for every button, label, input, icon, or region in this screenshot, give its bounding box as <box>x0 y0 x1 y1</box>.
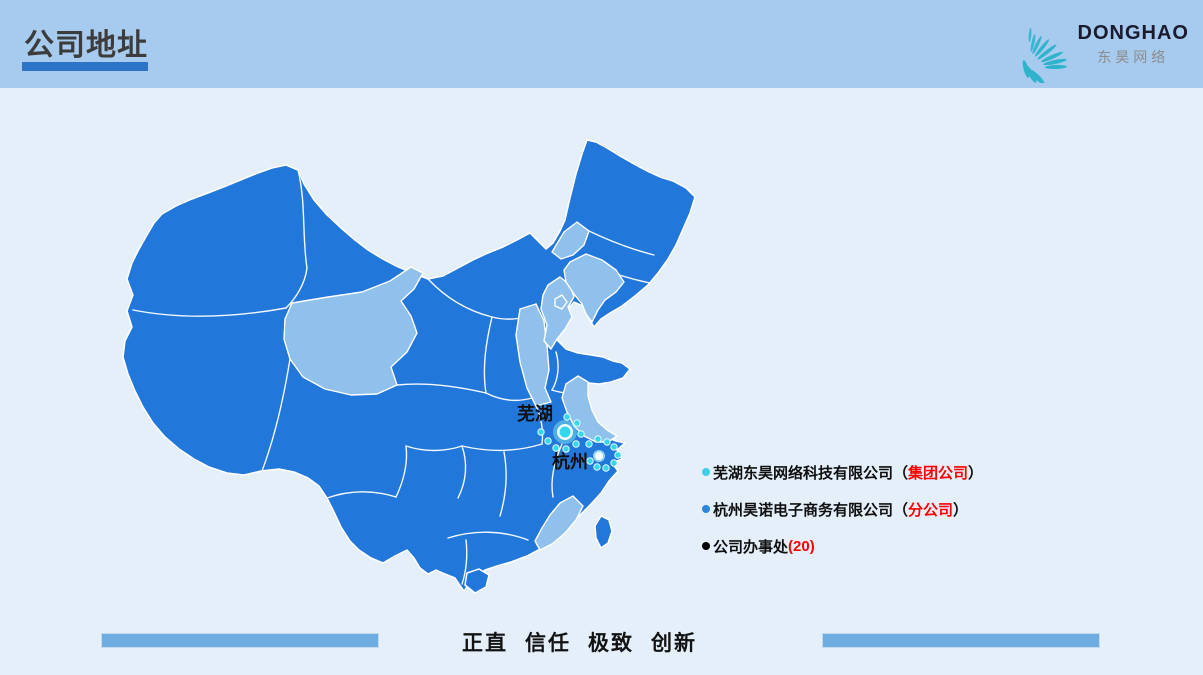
map-legend: 芜湖东昊网络科技有限公司（集团公司） 杭州昊诺电子商务有限公司（分公司） 公司办… <box>702 462 983 573</box>
province-jilin-west <box>551 221 590 260</box>
city-label-hangzhou: 杭州 <box>552 451 588 472</box>
province-fujian <box>534 495 584 551</box>
logo-name: DONGHAO <box>1077 21 1189 44</box>
legend-paren: ） <box>953 501 969 519</box>
legend-label: 杭州昊诺电子商务有限公司 <box>713 501 894 519</box>
legend-dot-cyan <box>702 468 710 476</box>
legend-item-group-company: 芜湖东昊网络科技有限公司（集团公司） <box>702 462 983 482</box>
legend-paren: （ <box>893 501 909 519</box>
legend-dot-black <box>702 542 710 550</box>
motto-word: 极致 <box>588 632 634 655</box>
legend-dot-blue <box>702 505 710 513</box>
taiwan-island <box>594 515 613 549</box>
footer-bar-left <box>102 634 378 647</box>
motto-word: 正直 <box>462 632 508 655</box>
company-motto: 正直 信任 极致 创新 <box>462 627 697 657</box>
legend-item-branch-company: 杭州昊诺电子商务有限公司（分公司） <box>702 499 983 519</box>
hangzhou-marker <box>593 450 605 462</box>
legend-highlight: 集团公司 <box>908 464 969 482</box>
legend-paren: （ <box>893 464 909 482</box>
branch-office-dots <box>537 413 622 472</box>
province-shanxi <box>515 303 552 407</box>
legend-highlight: (20) <box>788 537 815 555</box>
province-liaoning <box>563 253 625 323</box>
hainan-island <box>464 568 490 594</box>
title-underline <box>22 62 148 71</box>
feather-fan-icon <box>1022 28 1067 83</box>
city-label-wuhu: 芜湖 <box>517 403 553 424</box>
legend-item-offices: 公司办事处 (20) <box>702 536 983 556</box>
page-title: 公司地址 <box>24 29 148 62</box>
office-markers <box>537 413 622 472</box>
legend-label: 公司办事处 <box>713 538 789 556</box>
legend-paren: ） <box>968 464 984 482</box>
footer-bar-right <box>823 634 1099 647</box>
logo-text: DONGHAO 东昊网络 <box>1078 22 1189 67</box>
logo-subtitle: 东昊网络 <box>1097 48 1170 65</box>
province-beijing <box>554 294 568 310</box>
legend-highlight: 分公司 <box>908 501 954 519</box>
header-bar: 公司地址 DONGHAO <box>0 0 1203 88</box>
china-map: 芜湖 杭州 <box>122 139 696 594</box>
wuhu-marker <box>553 420 577 444</box>
province-qinghai <box>283 266 424 396</box>
motto-word: 创新 <box>651 632 697 655</box>
company-logo: DONGHAO 东昊网络 <box>1016 5 1189 83</box>
motto-word: 信任 <box>525 632 571 655</box>
legend-label: 芜湖东昊网络科技有限公司 <box>713 464 894 482</box>
china-outline <box>122 139 696 594</box>
